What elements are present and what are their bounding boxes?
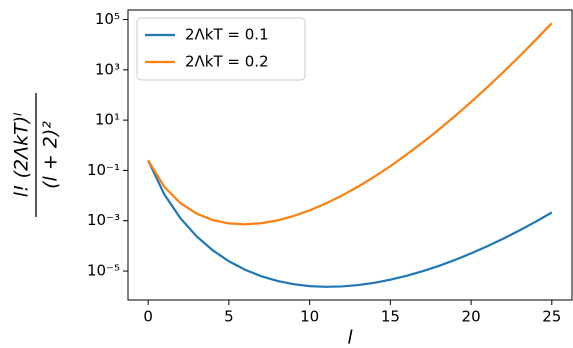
y-tick-label: 10⁻³: [87, 211, 120, 229]
y-tick-label: 10⁻¹: [87, 161, 120, 179]
legend: 2ΛkT = 0.1 2ΛkT = 0.2: [136, 17, 306, 81]
x-label: l: [347, 327, 353, 348]
legend-label: 2ΛkT = 0.1: [185, 26, 269, 44]
legend-label: 2ΛkT = 0.2: [185, 53, 269, 71]
y-tick-label: 10³: [95, 60, 120, 78]
x-tick-label: 5: [224, 308, 234, 326]
x-tick-label: 25: [542, 308, 561, 326]
x-tick-label: 15: [381, 308, 400, 326]
y-tick-label: 10⁵: [95, 10, 120, 28]
series-line: [147, 159, 553, 288]
legend-box: [136, 17, 306, 81]
y-tick-label: 10⁻⁵: [87, 262, 120, 280]
y-label: l! (2ΛkT)ˡ (l + 2)²: [11, 93, 62, 217]
series-line: [147, 22, 553, 226]
x-tick-label: 0: [143, 308, 153, 326]
x-tick-label: 20: [462, 308, 481, 326]
y-label-numerator: l! (2ΛkT)ˡ: [11, 113, 33, 198]
x-tick-label: 10: [300, 308, 319, 326]
y-label-denominator: (l + 2)²: [40, 121, 62, 189]
axes-frame: [127, 9, 573, 301]
y-tick-label: 10¹: [95, 111, 120, 129]
